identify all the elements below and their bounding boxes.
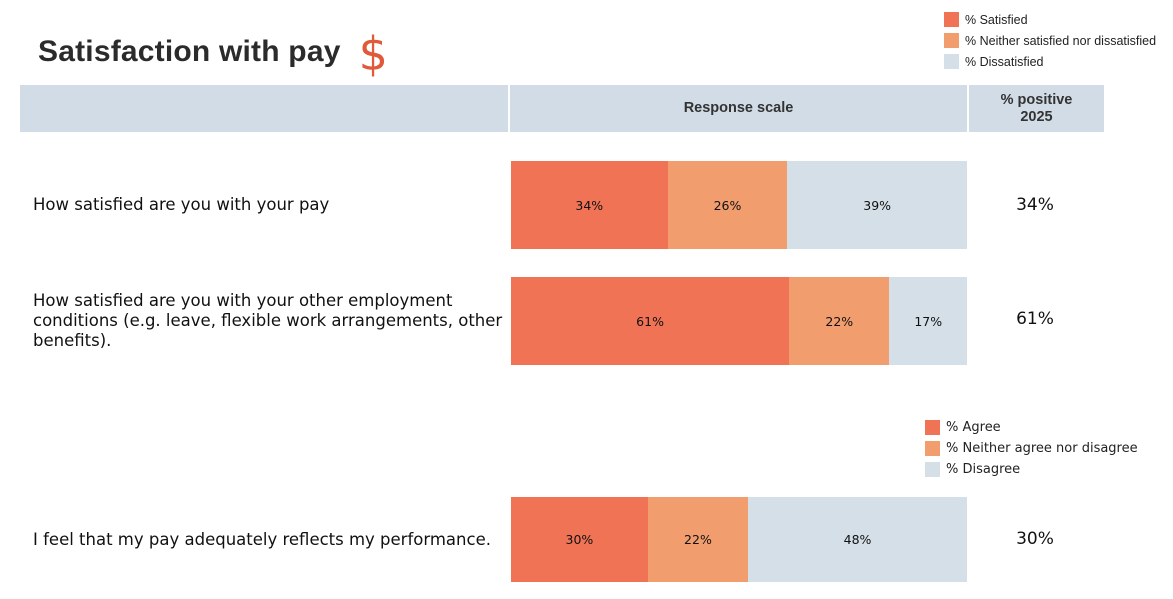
positive-percent: 34%: [1016, 195, 1054, 215]
legend-swatch: [925, 462, 940, 477]
page-title: Satisfaction with pay: [38, 35, 341, 68]
positive-percent: 30%: [1016, 528, 1054, 549]
response-bar: 30% 22% 48%: [511, 497, 967, 582]
legend-agreement: % Agree % Neither agree nor disagree % D…: [925, 417, 1138, 480]
legend-label: % Disagree: [946, 462, 1021, 477]
bar-segment-neutral: 22%: [789, 277, 890, 365]
response-bar: 61% 22% 17%: [511, 277, 967, 365]
bar-segment-label: 26%: [713, 197, 742, 213]
legend-item: % Agree: [925, 417, 1138, 438]
legend-label: % Neither agree nor disagree: [946, 441, 1138, 456]
positive-percent: 61%: [1016, 309, 1054, 329]
legend-item: % Neither agree nor disagree: [925, 438, 1138, 459]
legend-swatch: [944, 12, 959, 27]
bar-segment-neutral: 22%: [647, 497, 749, 582]
bar-segment-label: 48%: [843, 532, 872, 547]
bar-segment-label: 30%: [565, 532, 594, 547]
bar-segment-label: 17%: [914, 313, 943, 329]
legend-item: % Dissatisfied: [944, 51, 1156, 72]
header-question-cell: [20, 85, 508, 132]
bar-segment-negative: 39%: [787, 161, 967, 249]
question-label: How satisfied are you with your other em…: [33, 291, 503, 350]
bar-segment-neutral: 26%: [667, 161, 788, 249]
response-bar: 34% 26% 39%: [511, 161, 967, 249]
bar-segment-label: 22%: [684, 532, 712, 547]
legend-item: % Disagree: [925, 459, 1138, 480]
page-title-group: Satisfaction with pay $: [38, 22, 388, 82]
legend-item: % Neither satisfied nor dissatisfied: [944, 30, 1156, 51]
bar-segment-label: 39%: [863, 197, 892, 213]
header-response-scale: Response scale: [510, 85, 967, 132]
question-label: How satisfied are you with your pay: [33, 195, 330, 214]
legend-label: % Satisfied: [965, 12, 1028, 27]
legend-swatch: [925, 420, 940, 435]
bar-segment-positive: 61%: [511, 277, 790, 365]
legend-swatch: [944, 54, 959, 69]
header-positive-label: % positive: [1000, 91, 1073, 108]
header-positive-year: 2025: [1020, 108, 1053, 125]
header-positive: % positive 2025: [969, 85, 1104, 132]
bar-segment-label: 22%: [825, 313, 854, 329]
legend-label: % Agree: [946, 420, 1001, 435]
legend-label: % Dissatisfied: [965, 54, 1044, 69]
bar-segment-negative: 48%: [748, 497, 967, 582]
bar-segment-positive: 34%: [511, 161, 668, 249]
bar-segment-positive: 30%: [511, 497, 648, 582]
legend-item: % Satisfied: [944, 9, 1156, 30]
header-response-scale-label: Response scale: [683, 100, 794, 116]
legend-swatch: [944, 33, 959, 48]
bar-segment-label: 34%: [575, 197, 604, 213]
dollar-icon: $: [358, 27, 388, 81]
bar-segment-label: 61%: [636, 313, 664, 329]
question-label: I feel that my pay adequately reflects m…: [33, 529, 491, 549]
bar-segment-negative: 17%: [889, 277, 967, 365]
legend-label: % Neither satisfied nor dissatisfied: [965, 33, 1157, 48]
legend-swatch: [925, 441, 940, 456]
legend-satisfaction: % Satisfied % Neither satisfied nor diss…: [944, 9, 1156, 72]
